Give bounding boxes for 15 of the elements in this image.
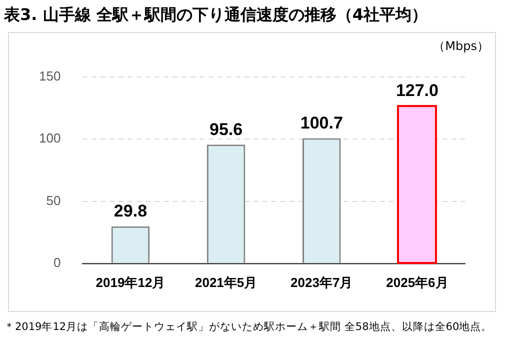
y-tick-label: 0 xyxy=(53,254,61,270)
x-tick-label: 2025年6月 xyxy=(386,274,448,290)
data-label: 127.0 xyxy=(396,80,438,100)
chart-title: 表3. 山手線 全駅＋駅間の下り通信速度の推移（4社平均） xyxy=(4,5,428,26)
text: ＊2019年12月は「高輪ゲートウェイ駅」がないため駅ホーム＋駅間 全58地点、以降は全60地点。 xyxy=(4,320,492,334)
data-label: 29.8 xyxy=(114,202,148,221)
x-tick-label: 2021年5月 xyxy=(194,274,258,290)
y-tick-label: 100 xyxy=(38,130,61,146)
data-label: 95.6 xyxy=(210,120,243,139)
x-tick-label: 2019年12月 xyxy=(96,274,166,290)
data-label: 100.7 xyxy=(300,113,343,132)
x-tick-label: 2023年7月 xyxy=(290,274,353,290)
y-tick-label: 50 xyxy=(46,192,61,208)
y-tick-label: 150 xyxy=(38,68,61,84)
y-axis-title: （Mbps） xyxy=(433,39,489,54)
